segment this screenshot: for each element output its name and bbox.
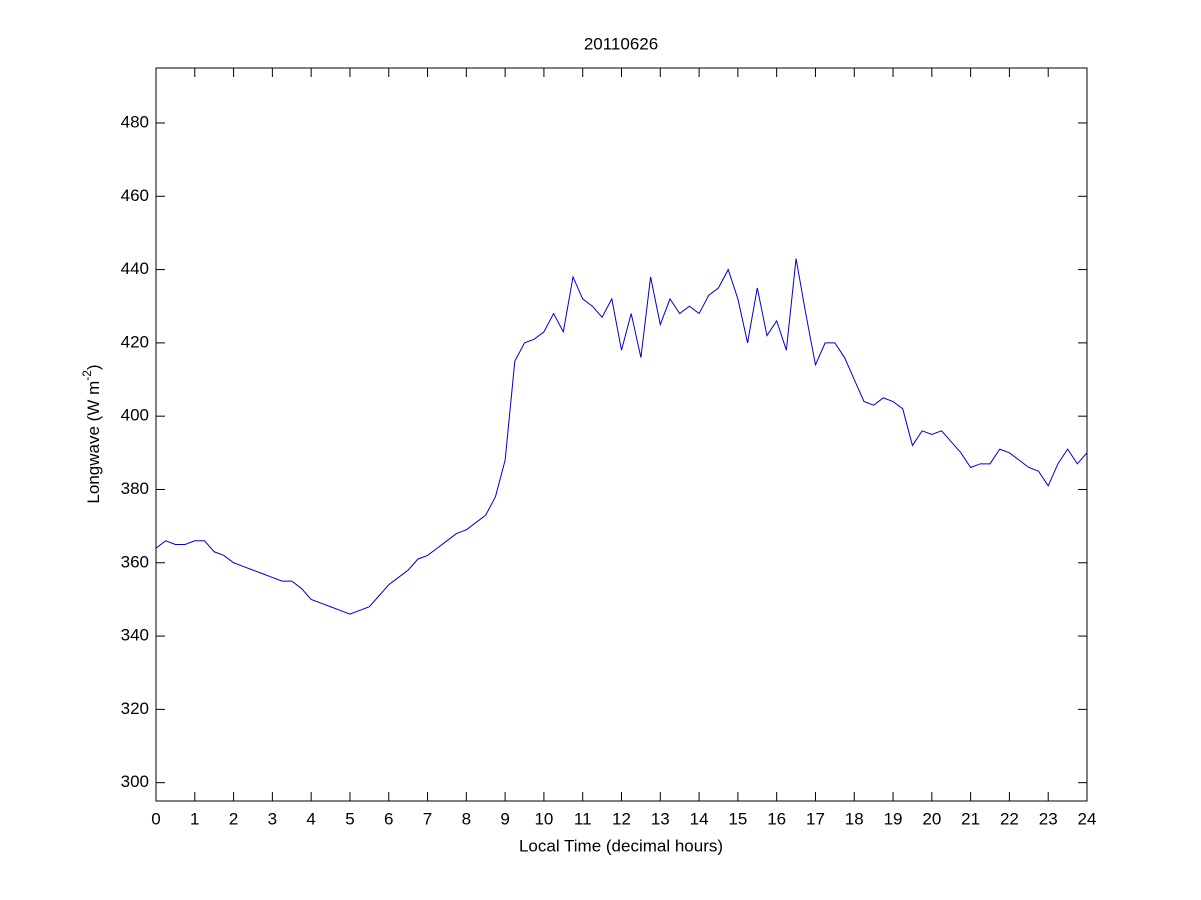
x-tick-label: 0 bbox=[151, 809, 160, 828]
x-tick-label: 24 bbox=[1078, 809, 1097, 828]
y-tick-label: 440 bbox=[121, 259, 149, 278]
x-tick-label: 21 bbox=[961, 809, 980, 828]
y-tick-label: 460 bbox=[121, 186, 149, 205]
x-tick-label: 23 bbox=[1039, 809, 1058, 828]
chart-title: 20110626 bbox=[584, 34, 658, 53]
x-tick-label: 1 bbox=[190, 809, 199, 828]
plot-area bbox=[156, 68, 1087, 801]
y-tick-label: 480 bbox=[121, 112, 149, 131]
y-tick-label: 360 bbox=[121, 552, 149, 571]
x-tick-label: 8 bbox=[462, 809, 471, 828]
x-tick-label: 15 bbox=[728, 809, 747, 828]
x-tick-label: 4 bbox=[306, 809, 315, 828]
x-tick-label: 10 bbox=[534, 809, 553, 828]
x-axis-label: Local Time (decimal hours) bbox=[519, 836, 723, 855]
y-label-main: Longwave (W m bbox=[84, 381, 103, 504]
x-tick-label: 16 bbox=[767, 809, 786, 828]
y-tick-label: 340 bbox=[121, 626, 149, 645]
x-tick-label: 3 bbox=[268, 809, 277, 828]
x-tick-label: 20 bbox=[922, 809, 941, 828]
x-tick-label: 18 bbox=[845, 809, 864, 828]
x-tick-label: 2 bbox=[229, 809, 238, 828]
x-tick-label: 19 bbox=[884, 809, 903, 828]
y-tick-label: 420 bbox=[121, 332, 149, 351]
y-axis-label: Longwave (W m-2) bbox=[80, 364, 103, 503]
x-tick-label: 7 bbox=[423, 809, 432, 828]
x-tick-label: 22 bbox=[1000, 809, 1019, 828]
y-tick-label: 300 bbox=[121, 772, 149, 791]
y-label-end: ) bbox=[84, 364, 103, 370]
x-tick-label: 14 bbox=[690, 809, 709, 828]
y-label-sup: -2 bbox=[80, 370, 94, 381]
x-tick-label: 5 bbox=[345, 809, 354, 828]
y-tick-label: 320 bbox=[121, 699, 149, 718]
data-line bbox=[155, 258, 1088, 615]
x-tick-label: 11 bbox=[574, 809, 592, 828]
x-tick-label: 13 bbox=[651, 809, 670, 828]
y-tick-label: 400 bbox=[121, 406, 149, 425]
y-tick-label: 380 bbox=[121, 479, 149, 498]
x-tick-label: 9 bbox=[500, 809, 509, 828]
x-tick-label: 12 bbox=[612, 809, 631, 828]
x-tick-label: 17 bbox=[806, 809, 825, 828]
x-tick-label: 6 bbox=[384, 809, 393, 828]
